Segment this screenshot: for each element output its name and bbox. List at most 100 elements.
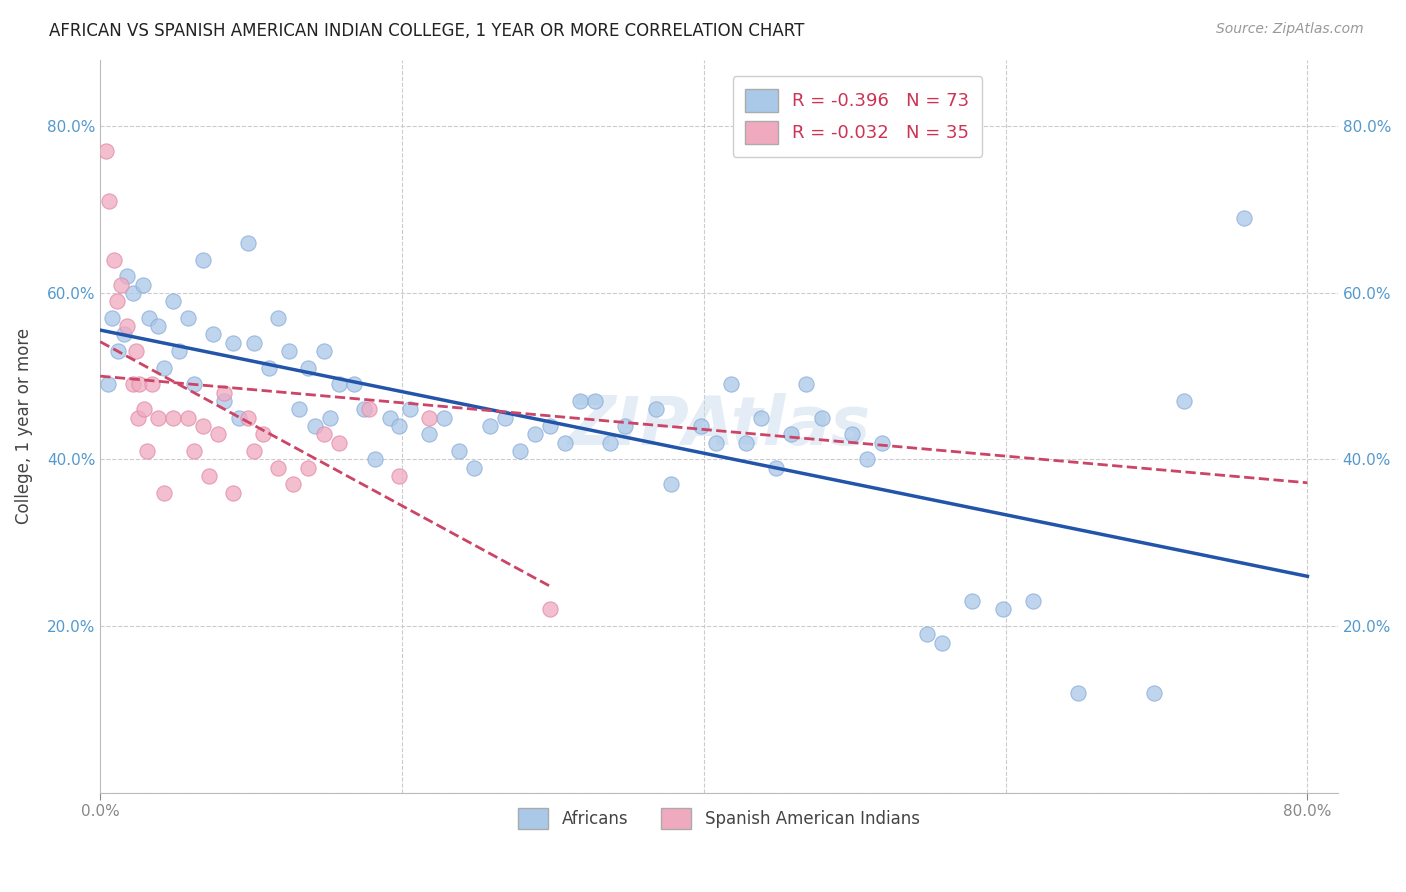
Point: [236, 235, 259, 250]
Point: [222, 335, 245, 350]
Point: [765, 460, 787, 475]
Point: [509, 444, 531, 458]
Point: [599, 435, 621, 450]
Point: [720, 377, 742, 392]
Text: AFRICAN VS SPANISH AMERICAN INDIAN COLLEGE, 1 YEAR OR MORE CORRELATION CHART: AFRICAN VS SPANISH AMERICAN INDIAN COLLE…: [49, 22, 804, 40]
Point: [357, 402, 380, 417]
Point: [353, 402, 375, 417]
Point: [569, 394, 592, 409]
Point: [418, 410, 440, 425]
Point: [962, 594, 984, 608]
Point: [96, 145, 118, 159]
Point: [1233, 211, 1256, 225]
Point: [117, 269, 139, 284]
Point: [328, 435, 350, 450]
Point: [749, 410, 772, 425]
Point: [297, 360, 319, 375]
Point: [856, 452, 879, 467]
Point: [259, 360, 281, 375]
Point: [136, 444, 159, 458]
Legend: Africans, Spanish American Indians: Africans, Spanish American Indians: [512, 801, 927, 836]
Point: [107, 344, 129, 359]
Point: [146, 410, 169, 425]
Y-axis label: College, 1 year or more: College, 1 year or more: [15, 328, 32, 524]
Point: [328, 377, 350, 392]
Point: [105, 294, 128, 309]
Point: [304, 419, 326, 434]
Point: [127, 410, 149, 425]
Point: [125, 344, 148, 359]
Point: [146, 319, 169, 334]
Point: [288, 402, 311, 417]
Point: [841, 427, 863, 442]
Point: [162, 410, 184, 425]
Point: [364, 452, 387, 467]
Point: [191, 419, 214, 434]
Point: [433, 410, 456, 425]
Point: [138, 310, 160, 325]
Point: [554, 435, 576, 450]
Point: [614, 419, 637, 434]
Point: [283, 477, 305, 491]
Point: [243, 335, 266, 350]
Point: [780, 427, 803, 442]
Point: [236, 410, 259, 425]
Point: [991, 602, 1014, 616]
Point: [183, 444, 205, 458]
Point: [122, 285, 145, 300]
Point: [418, 427, 440, 442]
Point: [494, 410, 516, 425]
Text: ZIPAtlas: ZIPAtlas: [568, 393, 870, 459]
Point: [128, 377, 150, 392]
Point: [1067, 686, 1090, 700]
Point: [222, 485, 245, 500]
Point: [810, 410, 832, 425]
Point: [101, 310, 124, 325]
Point: [103, 252, 125, 267]
Point: [191, 252, 214, 267]
Point: [131, 277, 153, 292]
Point: [152, 485, 174, 500]
Point: [1173, 394, 1195, 409]
Point: [870, 435, 893, 450]
Point: [583, 394, 606, 409]
Point: [1022, 594, 1045, 608]
Point: [132, 402, 155, 417]
Point: [523, 427, 546, 442]
Point: [267, 460, 290, 475]
Point: [177, 310, 200, 325]
Point: [198, 469, 221, 483]
Point: [478, 419, 501, 434]
Point: [152, 360, 174, 375]
Point: [378, 410, 401, 425]
Point: [98, 194, 121, 209]
Point: [243, 444, 266, 458]
Point: [796, 377, 818, 392]
Point: [167, 344, 190, 359]
Point: [915, 627, 938, 641]
Point: [212, 394, 235, 409]
Point: [388, 469, 411, 483]
Point: [398, 402, 420, 417]
Point: [318, 410, 340, 425]
Point: [449, 444, 471, 458]
Point: [267, 310, 290, 325]
Point: [141, 377, 163, 392]
Point: [177, 410, 200, 425]
Point: [388, 419, 411, 434]
Point: [228, 410, 250, 425]
Point: [112, 327, 135, 342]
Point: [117, 319, 139, 334]
Point: [644, 402, 666, 417]
Point: [735, 435, 758, 450]
Point: [277, 344, 299, 359]
Point: [212, 385, 235, 400]
Point: [463, 460, 485, 475]
Point: [343, 377, 366, 392]
Point: [689, 419, 711, 434]
Point: [704, 435, 727, 450]
Point: [538, 419, 561, 434]
Point: [207, 427, 229, 442]
Point: [202, 327, 225, 342]
Point: [183, 377, 205, 392]
